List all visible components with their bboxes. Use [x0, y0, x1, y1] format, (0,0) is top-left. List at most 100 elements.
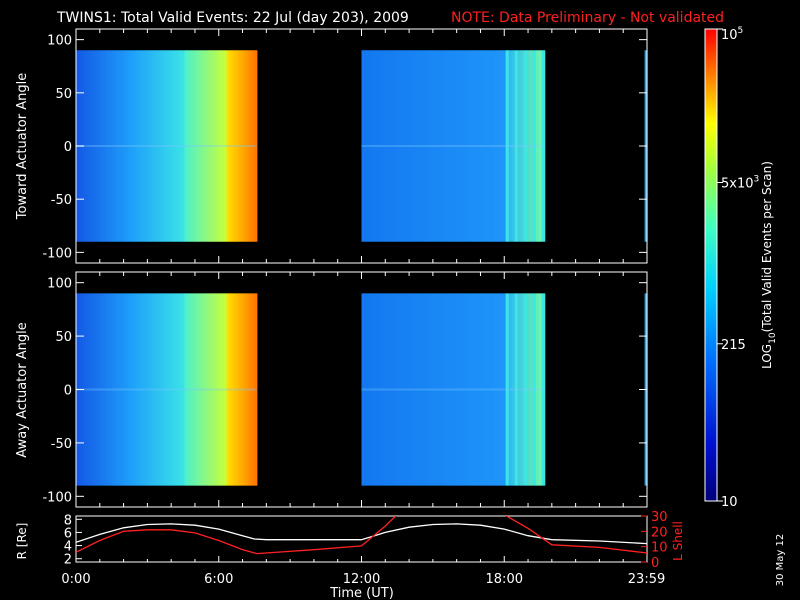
heatmap-column	[250, 293, 255, 486]
heatmap-column	[100, 50, 104, 242]
heatmap-column	[370, 293, 375, 486]
heatmap-column	[88, 50, 92, 242]
heatmap-column	[436, 293, 441, 486]
heatmap-column	[451, 50, 456, 242]
heatmap-column	[103, 293, 107, 486]
ytick-label-right: 20	[651, 525, 668, 540]
heatmap-column	[253, 50, 258, 242]
heatmap-column	[499, 293, 504, 486]
heatmap-column	[229, 293, 234, 486]
heatmap-column	[85, 293, 89, 486]
heatmap-column	[361, 50, 366, 242]
ytick-label: -100	[42, 490, 72, 505]
heatmap-column	[367, 293, 372, 486]
heatmap-column	[394, 293, 399, 486]
zero-angle-stripe	[76, 388, 257, 391]
heatmap-column	[169, 50, 174, 242]
heatmap-column	[514, 293, 519, 486]
heatmap-column	[475, 293, 480, 486]
heatmap-column	[406, 50, 411, 242]
heatmap-column	[508, 293, 513, 486]
heatmap-column	[439, 50, 444, 242]
away-angle-ylabel: Away Actuator Angle	[15, 322, 30, 457]
heatmap-column	[370, 50, 375, 242]
heatmap-column	[154, 293, 158, 486]
heatmap-column	[145, 50, 149, 242]
xtick-label: 6:00	[204, 572, 233, 587]
heatmap-column	[499, 50, 504, 242]
heatmap-column	[190, 50, 195, 242]
heatmap-column	[151, 50, 155, 242]
heatmap-column	[466, 50, 471, 242]
heatmap-column	[178, 293, 183, 486]
heatmap-column	[127, 50, 131, 242]
heatmap-column	[430, 50, 435, 242]
heatmap-column	[445, 50, 450, 242]
xtick-label: 23:59	[628, 572, 665, 587]
ytick-label-left: 4	[64, 540, 72, 555]
preliminary-note: NOTE: Data Preliminary - Not validated	[451, 10, 724, 26]
heatmap-column	[178, 50, 183, 242]
heatmap-column	[454, 50, 459, 242]
heatmap-column	[154, 50, 158, 242]
heatmap-column	[490, 50, 495, 242]
heatmap-column	[229, 50, 234, 242]
heatmap-column	[109, 293, 113, 486]
ytick-label: 100	[47, 277, 72, 292]
heatmap-column	[244, 50, 249, 242]
heatmap-column	[118, 293, 122, 486]
heatmap-column	[202, 293, 207, 486]
heatmap-column	[100, 293, 104, 486]
heatmap-column	[244, 293, 249, 486]
heatmap-column	[541, 50, 546, 242]
heatmap-column	[202, 50, 207, 242]
heatmap-column	[250, 50, 255, 242]
heatmap-column	[235, 293, 240, 486]
ytick-label-left: 6	[64, 526, 72, 541]
colorbar-tick-label: 5x103	[721, 175, 759, 192]
heatmap-column	[502, 50, 507, 242]
zero-angle-stripe	[361, 388, 545, 391]
lshell-ylabel: L Shell	[671, 521, 685, 561]
heatmap-column	[226, 50, 231, 242]
heatmap-column	[187, 293, 192, 486]
heatmap-column	[190, 293, 195, 486]
heatmap-column	[460, 50, 465, 242]
heatmap-column	[496, 50, 501, 242]
heatmap-column	[175, 293, 180, 486]
heatmap-column	[109, 50, 113, 242]
heatmap-column	[388, 293, 393, 486]
heatmap-column	[472, 293, 477, 486]
heatmap-column	[463, 293, 468, 486]
heatmap-column	[130, 293, 134, 486]
heatmap-column	[223, 293, 228, 486]
heatmap-column	[451, 293, 456, 486]
heatmap-column	[373, 50, 378, 242]
heatmap-column	[469, 50, 474, 242]
heatmap-column	[118, 50, 122, 242]
heatmap-column	[457, 293, 462, 486]
heatmap-block	[361, 50, 546, 242]
ytick-label: -50	[51, 437, 72, 452]
heatmap-column	[400, 50, 405, 242]
time-xlabel: Time (UT)	[329, 586, 394, 600]
heatmap-column	[538, 50, 543, 242]
heatmap-column	[487, 50, 492, 242]
heatmap-column	[481, 293, 486, 486]
heatmap-column	[247, 50, 252, 242]
heatmap-column	[241, 293, 246, 486]
heatmap-column	[457, 50, 462, 242]
heatmap-column	[376, 50, 381, 242]
heatmap-column	[541, 293, 546, 486]
heatmap-column	[196, 293, 201, 486]
heatmap-column	[148, 50, 152, 242]
heatmap-column	[124, 293, 128, 486]
toward-angle-ylabel: Toward Actuator Angle	[15, 73, 30, 220]
heatmap-column	[214, 50, 219, 242]
heatmap-column	[403, 50, 408, 242]
heatmap-column	[382, 293, 387, 486]
heatmap-column	[406, 293, 411, 486]
heatmap-column	[421, 293, 426, 486]
heatmap-column	[397, 50, 402, 242]
